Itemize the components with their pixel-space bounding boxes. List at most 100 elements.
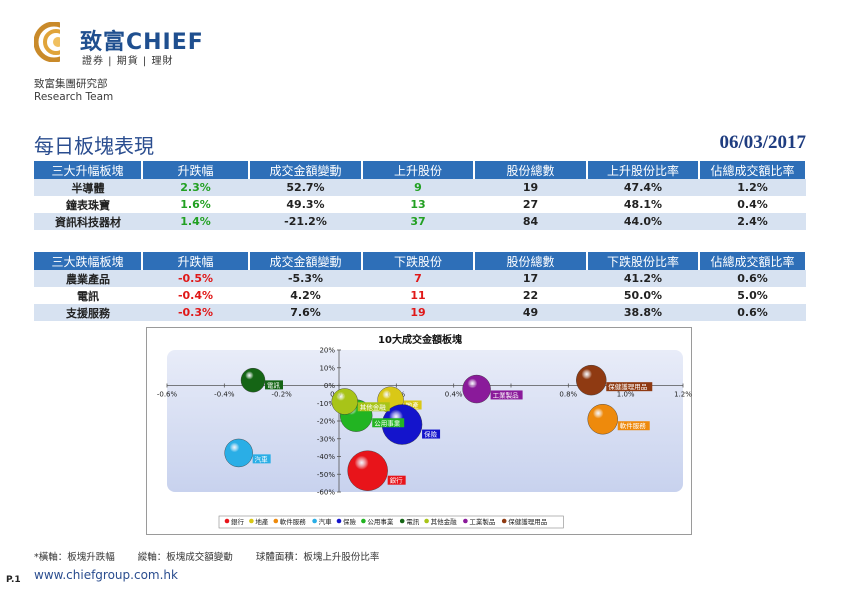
table-cell: 鐘表珠寶 — [34, 196, 142, 213]
legend-swatch — [224, 518, 230, 524]
table-cell: 農業產品 — [34, 270, 142, 287]
website-url: www.chiefgroup.com.hk — [34, 568, 178, 582]
x-tick-label: 1.0% — [617, 391, 635, 399]
legend-swatch — [336, 518, 342, 524]
bubble-軟件服務 — [587, 404, 618, 435]
bubble-其他金融 — [331, 388, 358, 415]
legend-label: 軟件服務 — [280, 517, 307, 526]
page-number: P.1 — [6, 575, 21, 585]
bubble-label: 保險 — [424, 430, 438, 439]
chief-logo-icon — [34, 22, 74, 62]
table-header-row: 三大跌幅板塊 升跌幅 成交金額變動 下跌股份 股份總數 下跌股份比率 佔總成交額… — [34, 252, 807, 270]
bubble-label-box — [422, 429, 441, 439]
top-losers-table: 三大跌幅板塊 升跌幅 成交金額變動 下跌股份 股份總數 下跌股份比率 佔總成交額… — [34, 252, 807, 321]
table-row: 資訊科技器材 1.4% -21.2% 37 84 44.0% 2.4% — [34, 213, 806, 230]
legend-swatch — [249, 518, 254, 524]
table-cell: 4.2% — [249, 287, 362, 304]
y-tick-label: 10% — [319, 364, 335, 372]
table-cell: 7.6% — [249, 304, 362, 321]
y-tick-label: -40% — [317, 453, 335, 461]
table-cell: 27 — [474, 196, 587, 213]
bubble-label-box — [252, 454, 271, 464]
top-gainers-table: 三大升幅板塊 升跌幅 成交金額變動 上升股份 股份總數 上升股份比率 佔總成交額… — [34, 161, 807, 230]
legend-label: 工業製品 — [469, 517, 495, 526]
table-cell: 17 — [474, 270, 587, 287]
table-cell: 0.6% — [699, 304, 806, 321]
table-cell: -0.4% — [142, 287, 249, 304]
company-logo: 致富CHIEF 證券 | 期貨 | 理財 — [34, 22, 254, 67]
table-cell: 5.0% — [699, 287, 806, 304]
bubble-label-box — [372, 418, 405, 428]
bubble-label: 電訊 — [267, 380, 281, 389]
report-date: 06/03/2017 — [719, 132, 806, 153]
bubble-chart: 10大成交金額板塊-0.6%-0.4%-0.2%0.0%0.2%0.4%0.6%… — [157, 333, 692, 529]
legend-swatch — [312, 518, 317, 524]
legend-label: 其他金融 — [431, 517, 458, 526]
column-header: 下跌股份比率 — [587, 252, 700, 270]
y-tick-label: -60% — [317, 489, 335, 497]
table-header-row: 三大升幅板塊 升跌幅 成交金額變動 上升股份 股份總數 上升股份比率 佔總成交額… — [34, 161, 807, 179]
table-cell: 52.7% — [249, 179, 362, 196]
column-header: 升跌幅 — [142, 252, 250, 270]
table-cell: 22 — [474, 287, 587, 304]
table-cell: 19 — [362, 304, 474, 321]
column-header: 上升股份比率 — [587, 161, 700, 179]
page-title: 每日板塊表現 — [34, 134, 154, 158]
table-cell: 48.1% — [587, 196, 699, 213]
table-cell: 1.4% — [142, 213, 249, 230]
table-cell: 2.3% — [142, 179, 249, 196]
bubble-label: 銀行 — [390, 476, 404, 485]
column-header: 成交金額變動 — [249, 252, 363, 270]
table-cell: 7 — [362, 270, 474, 287]
bubble-chart-frame: 10大成交金額板塊-0.6%-0.4%-0.2%0.0%0.2%0.4%0.6%… — [146, 327, 692, 535]
table-row: 電訊 -0.4% 4.2% 11 22 50.0% 5.0% — [34, 287, 806, 304]
bubble-label: 公用事業 — [374, 418, 401, 427]
table-cell: 電訊 — [34, 287, 142, 304]
chart-footnote: *橫軸：板塊升跌幅 縱軸：板塊成交額變動 球體面積：板塊上升股份比率 — [34, 549, 399, 563]
table-row: 農業產品 -0.5% -5.3% 7 17 41.2% 0.6% — [34, 270, 806, 287]
table-row: 半導體 2.3% 52.7% 9 19 47.4% 1.2% — [34, 179, 806, 196]
legend-label: 地產 — [255, 517, 269, 526]
bubble-汽車 — [224, 438, 253, 468]
legend-box — [218, 515, 564, 529]
table-cell: 44.0% — [587, 213, 699, 230]
table-cell: 半導體 — [34, 179, 142, 196]
column-header: 股份總數 — [474, 161, 588, 179]
table-cell: -0.5% — [142, 270, 249, 287]
x-tick-label: -0.2% — [272, 391, 293, 399]
table-cell: 19 — [474, 179, 587, 196]
table-cell: -5.3% — [249, 270, 362, 287]
logo-tagline: 證券 | 期貨 | 理財 — [82, 56, 174, 67]
bubble-label-box — [490, 390, 523, 400]
bubble-label: 汽車 — [255, 454, 269, 463]
bubble-保健護理用品 — [576, 364, 607, 396]
legend-swatch — [361, 518, 366, 524]
bubble-label-box — [617, 421, 650, 431]
table-cell: 47.4% — [587, 179, 699, 196]
legend-swatch — [463, 518, 468, 524]
table-cell: 支援服務 — [34, 304, 142, 321]
bubble-label: 其他金融 — [360, 402, 387, 411]
department-name-zh: 致富集團研究部 — [34, 78, 108, 90]
legend-label: 保健護理用品 — [508, 517, 547, 526]
table-cell: 49 — [474, 304, 587, 321]
table-cell: 38.8% — [587, 304, 699, 321]
y-tick-label: -50% — [317, 471, 335, 479]
column-header: 佔總成交額比率 — [699, 161, 807, 179]
bubble-label-box — [357, 402, 390, 412]
table-cell: 37 — [362, 213, 474, 230]
bubble-銀行 — [347, 450, 388, 491]
column-header: 成交金額變動 — [249, 161, 363, 179]
legend-label: 公用事業 — [367, 517, 394, 526]
table-row: 鐘表珠寶 1.6% 49.3% 13 27 48.1% 0.4% — [34, 196, 806, 213]
table-cell: 0.6% — [699, 270, 806, 287]
legend-swatch — [273, 518, 279, 524]
column-header: 上升股份 — [362, 161, 475, 179]
y-tick-label: -10% — [317, 400, 335, 408]
table-row: 支援服務 -0.3% 7.6% 19 49 38.8% 0.6% — [34, 304, 806, 321]
bubble-label-box — [265, 380, 283, 390]
y-tick-label: 0% — [324, 382, 335, 390]
bubble-label-box — [606, 382, 653, 392]
column-header: 股份總數 — [474, 252, 588, 270]
table-cell: 0.4% — [699, 196, 806, 213]
